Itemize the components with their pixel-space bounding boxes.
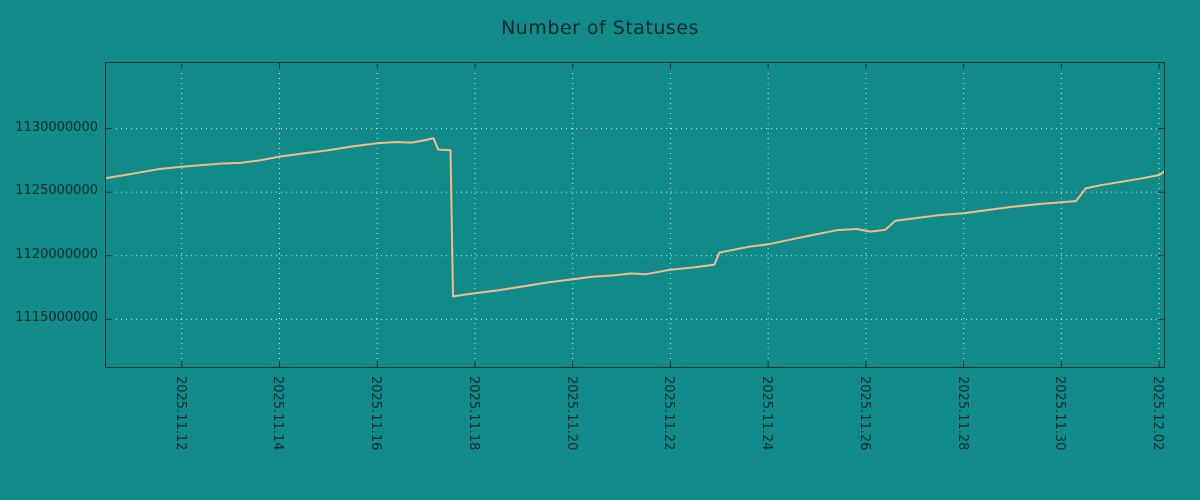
x-axis-tick-label: 2025.11.24 [759,376,775,451]
x-axis-tick-label: 2025.11.26 [856,376,872,451]
x-axis-tick-label: 2025.11.20 [563,376,579,451]
statuses-line-series [106,137,1164,298]
y-axis-tick-label: 1115000000 [15,310,98,326]
chart-title: Number of Statuses [501,17,699,39]
x-axis-tick-label: 2025.11.14 [270,376,286,451]
y-axis-tick-label: 1130000000 [15,119,98,135]
y-axis-tick-label: 1120000000 [15,246,98,262]
x-axis-tick-label: 2025.11.22 [661,376,677,451]
x-axis-tick-label: 2025.11.28 [954,376,970,451]
x-axis-tick-label: 2025.11.12 [172,376,188,451]
x-axis-tick-label: 2025.12.02 [1150,376,1166,451]
x-axis-tick-label: 2025.11.16 [368,376,384,451]
x-axis-tick-label: 2025.11.30 [1052,376,1068,451]
plot-area [105,62,1165,368]
x-axis-tick-label: 2025.11.18 [465,376,481,451]
y-axis-tick-label: 1125000000 [15,183,98,199]
chart-canvas [106,63,1164,367]
